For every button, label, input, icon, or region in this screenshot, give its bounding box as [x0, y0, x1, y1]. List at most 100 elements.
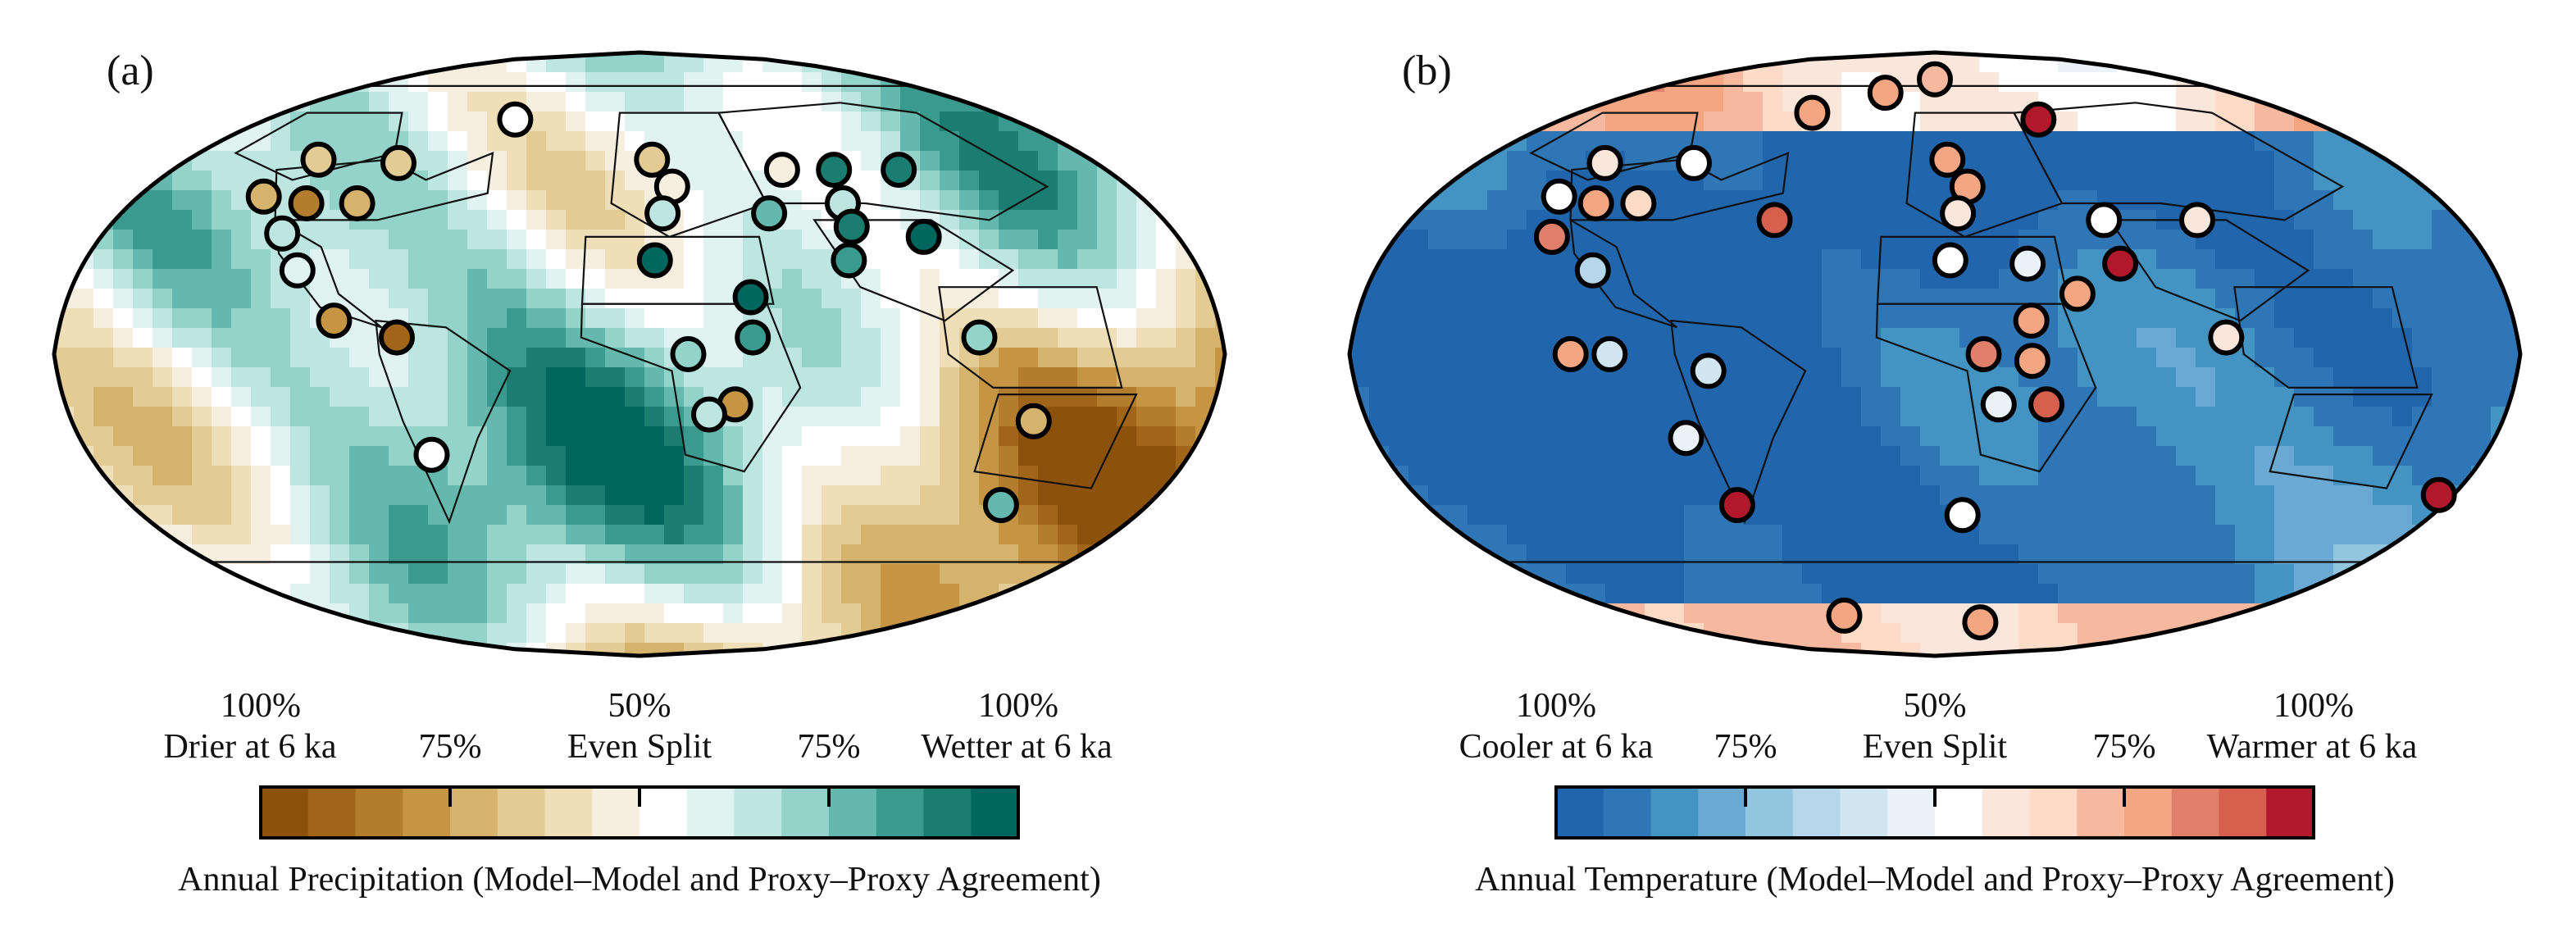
proxy-site-marker: [2028, 386, 2065, 423]
colorbar-swatch: [355, 787, 403, 838]
proxy-site-marker: [1917, 61, 1953, 98]
colorbar-swatch: [971, 787, 1019, 838]
colorbar-swatch: [876, 787, 925, 838]
panel-label: (b): [1402, 48, 1452, 94]
proxy-site-marker: [1552, 336, 1589, 372]
proxy-site-marker: [2208, 319, 2245, 356]
proxy-site-marker: [245, 178, 282, 215]
tick-75-left: 75%: [419, 728, 482, 766]
proxy-site-marker: [644, 195, 681, 232]
colorbar-swatch: [497, 787, 546, 838]
colorbar-title: Annual Temperature (Model–Model and Prox…: [1475, 861, 2395, 899]
proxy-site-marker: [1944, 497, 1981, 534]
proxy-site-marker: [1586, 144, 1623, 181]
colorbar-swatch: [307, 787, 357, 838]
proxy-site-marker: [1541, 178, 1577, 215]
colorbar-swatch: [1982, 787, 2031, 838]
tick-cooler: Cooler at 6 ka: [1459, 728, 1654, 766]
proxy-sites: [1533, 61, 2457, 641]
tick-top-left: 100%: [1516, 687, 1596, 725]
proxy-site-marker: [413, 436, 450, 473]
colorbar-title: Annual Precipitation (Model–Model and Pr…: [178, 861, 1101, 899]
colorbar-swatch: [1745, 787, 1794, 838]
colorbar-swatch: [2124, 787, 2173, 838]
proxy-site-marker: [1668, 420, 1704, 457]
proxy-site-marker: [763, 152, 800, 189]
proxy-site-marker: [1794, 94, 1831, 131]
colorbar-swatch: [1792, 787, 1841, 838]
precipitation-panel: (a) 100% 50% 100% Drier at 6 ka 75% Even…: [52, 48, 1227, 899]
proxy-site-marker: [1826, 597, 1863, 634]
colorbar-swatch: [1603, 787, 1652, 838]
proxy-site-marker: [380, 144, 416, 181]
colorbar-swatch: [592, 787, 640, 838]
proxy-site-marker: [1867, 75, 1904, 111]
proxy-site-marker: [905, 218, 942, 255]
proxy-site-marker: [751, 195, 788, 232]
proxy-site-marker: [264, 215, 301, 252]
proxy-site-marker: [1591, 336, 1628, 372]
tick-even-split: Even Split: [1863, 728, 2007, 766]
proxy-site-marker: [2013, 303, 2050, 339]
proxy-site-marker: [2059, 275, 2096, 312]
colorbar-swatch: [261, 787, 309, 838]
colorbar-swatch: [686, 787, 735, 838]
proxy-site-marker: [982, 487, 1019, 523]
colorbar-swatch: [1935, 787, 1983, 838]
proxy-site-marker: [2020, 101, 2057, 138]
proxy-site-marker: [1940, 195, 1977, 232]
proxy-site-marker: [1932, 242, 1968, 279]
proxy-site-marker: [732, 279, 769, 316]
colorbar-swatch: [734, 787, 782, 838]
panel-label: (a): [107, 48, 154, 94]
proxy-site-marker: [691, 396, 727, 433]
tick-top-right: 100%: [978, 687, 1058, 725]
proxy-site-marker: [1574, 252, 1611, 289]
proxy-sites: [245, 101, 1052, 523]
proxy-site-marker: [1015, 403, 1052, 439]
proxy-site-marker: [2102, 245, 2139, 282]
proxy-site-marker: [2014, 343, 2050, 380]
proxy-site-marker: [339, 185, 375, 221]
proxy-site-marker: [279, 252, 316, 289]
tick-75-left: 75%: [1714, 728, 1777, 766]
proxy-site-marker: [1929, 141, 1966, 178]
tick-even-split: Even Split: [567, 728, 712, 766]
tick-75-right: 75%: [798, 728, 861, 766]
colorbar-swatch: [923, 787, 972, 838]
colorbar-swatch: [544, 787, 593, 838]
tick-75-right: 75%: [2093, 728, 2156, 766]
map-outline: [1347, 50, 2523, 658]
tick-warmer: Warmer at 6 ka: [2207, 728, 2418, 766]
tick-top-center: 50%: [608, 687, 671, 725]
proxy-site-marker: [1577, 185, 1614, 221]
proxy-site-marker: [1620, 185, 1657, 221]
colorbar-swatch: [781, 787, 830, 838]
proxy-site-marker: [379, 319, 415, 356]
colorbar-swatch: [2266, 787, 2314, 838]
proxy-site-marker: [831, 242, 867, 279]
precipitation-colorbar: 100% 50% 100% Drier at 6 ka 75% Even Spl…: [163, 687, 1113, 899]
colorbar-swatch: [403, 787, 451, 838]
proxy-site-marker: [636, 242, 673, 279]
proxy-site-marker: [1690, 353, 1727, 389]
tick-top-center: 50%: [1904, 687, 1967, 725]
colorbar-swatch: [1650, 787, 1699, 838]
tick-top-right: 100%: [2273, 687, 2354, 725]
proxy-site-marker: [1533, 218, 1570, 255]
colorbar-swatch: [1556, 787, 1604, 838]
proxy-site-marker: [2420, 476, 2457, 513]
proxy-site-marker: [300, 141, 337, 178]
tick-wetter: Wetter at 6 ka: [921, 728, 1113, 766]
proxy-site-marker: [1962, 604, 1999, 641]
colorbar-swatch: [639, 787, 688, 838]
proxy-site-marker: [735, 319, 771, 356]
proxy-site-marker: [497, 101, 534, 138]
map-outline: [52, 50, 1227, 658]
proxy-site-marker: [1756, 202, 1793, 239]
colorbar-swatch: [1887, 787, 1936, 838]
colorbar-swatch: [1698, 787, 1746, 838]
proxy-site-marker: [881, 152, 917, 189]
temperature-panel: (b) 100% 50% 100% Cooler at 6 ka 75% Eve…: [1347, 48, 2523, 899]
